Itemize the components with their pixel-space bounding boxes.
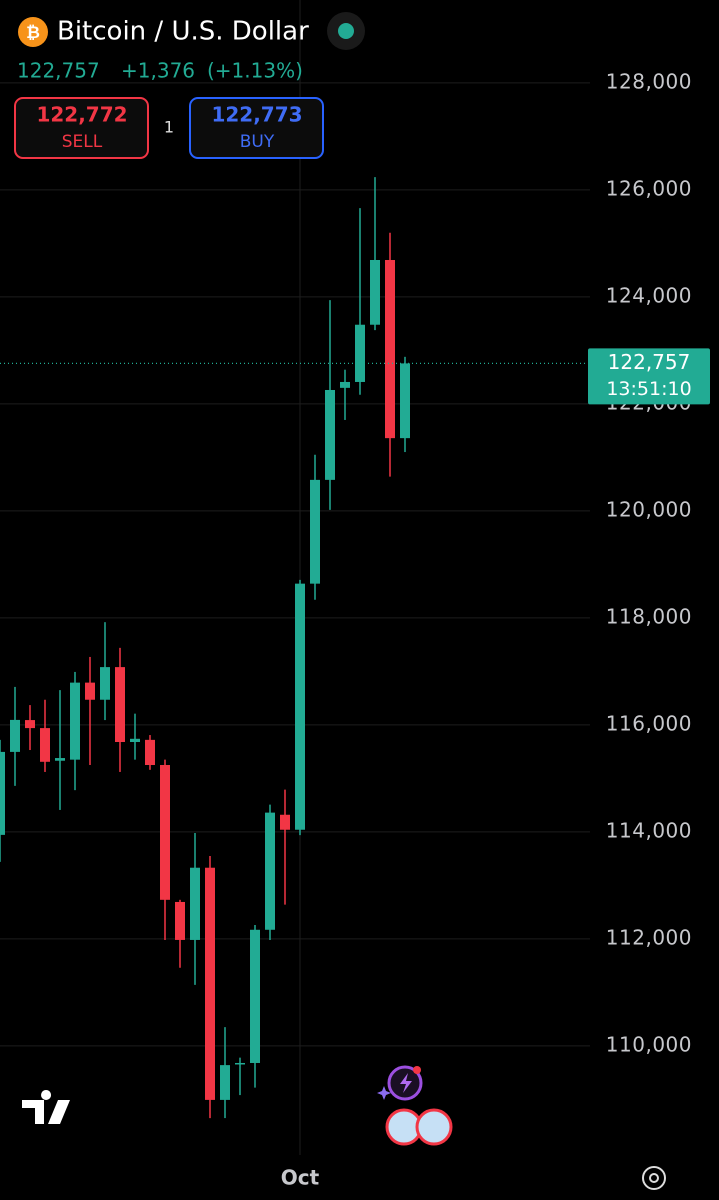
candle-body — [160, 765, 170, 900]
y-tick-label: 110,000 — [606, 1032, 692, 1056]
notify-dot — [413, 1066, 421, 1074]
candle-body — [280, 814, 290, 830]
candle-body — [250, 929, 260, 1063]
candle-body — [100, 667, 110, 700]
candle-body — [190, 867, 200, 940]
candle-body — [295, 583, 305, 830]
candle-body — [145, 739, 155, 766]
btc-glyph: ₿ — [26, 23, 40, 43]
spread: 1 — [164, 118, 174, 137]
candle-body — [265, 812, 275, 930]
btc-icon — [18, 17, 48, 47]
candle-body — [235, 1062, 245, 1065]
symbol-title: Bitcoin / U.S. Dollar — [57, 17, 309, 47]
candle-body — [310, 479, 320, 584]
settings-core — [649, 1173, 659, 1183]
candle-body — [25, 720, 35, 729]
sell-label: SELL — [62, 132, 103, 152]
event-flag[interactable] — [415, 1108, 453, 1146]
buy-label: BUY — [240, 132, 275, 152]
y-tick-label: 126,000 — [606, 176, 692, 200]
candle-body — [40, 728, 50, 762]
candles — [0, 177, 410, 1119]
candle-body — [0, 751, 5, 835]
sell-price: 122,772 — [36, 103, 127, 127]
candle-body — [340, 381, 350, 388]
candle-body — [130, 738, 140, 743]
bolt — [400, 1073, 412, 1093]
candle-body — [220, 1065, 230, 1100]
market-status[interactable] — [338, 23, 354, 39]
change-pct: (+1.13%) — [207, 59, 303, 83]
candle-body — [10, 719, 20, 752]
last-price: 122,757 — [17, 59, 100, 83]
y-tick-label: 118,000 — [606, 604, 692, 628]
x-tick-label: Oct — [281, 1166, 320, 1190]
y-tick-label: 114,000 — [606, 818, 692, 842]
candle-body — [355, 324, 365, 382]
candle-body — [175, 901, 185, 940]
y-tick-label: 116,000 — [606, 711, 692, 735]
candle-body — [325, 389, 335, 480]
y-tick-label: 128,000 — [606, 69, 692, 93]
price-tag-value: 122,757 — [608, 350, 691, 374]
buy-price: 122,773 — [211, 103, 302, 127]
candle-body — [85, 682, 95, 700]
y-tick-label: 124,000 — [606, 283, 692, 307]
candle-body — [205, 867, 215, 1100]
price-tag — [588, 348, 710, 405]
candle-body — [385, 259, 395, 439]
candle-body — [70, 682, 80, 760]
candle-body — [115, 667, 125, 743]
candle-body — [55, 758, 65, 761]
change: +1,376 — [121, 59, 195, 83]
sell-button[interactable] — [14, 97, 149, 159]
y-tick-label: 112,000 — [606, 925, 692, 949]
price-tag-timer: 13:51:10 — [606, 378, 691, 400]
buy-button[interactable] — [189, 97, 324, 159]
sparkle — [377, 1086, 391, 1100]
grid — [0, 0, 590, 1155]
candle-body — [400, 363, 410, 439]
y-tick-label: 120,000 — [606, 497, 692, 521]
settings-icon[interactable] — [642, 1166, 666, 1190]
candle-body — [370, 259, 380, 325]
tv-logo — [22, 1090, 70, 1124]
overlay: ₿ Bitcoin / U.S. Dollar 122,757 +1,376 (… — [14, 12, 666, 1190]
